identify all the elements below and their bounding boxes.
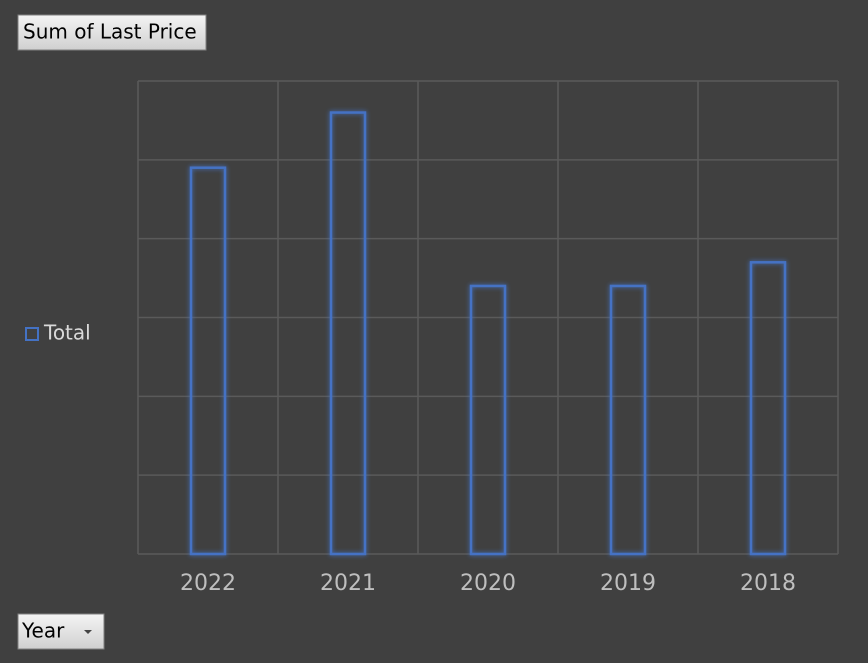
x-tick-label: 2019 [600, 571, 656, 596]
dropdown-arrow[interactable] [84, 630, 92, 634]
bar [329, 111, 367, 556]
x-tick-label: 2022 [180, 571, 236, 596]
x-tick-label: 2020 [460, 571, 516, 596]
bar [469, 284, 507, 556]
bar [609, 284, 647, 556]
bar [189, 166, 227, 556]
button-label[interactable]: Year [21, 619, 65, 643]
button-face[interactable] [17, 14, 207, 51]
legend-marker [25, 327, 39, 341]
x-tick-label: 2018 [740, 571, 796, 596]
button-label[interactable]: Sum of Last Price [23, 20, 197, 44]
x-tick-label: 2021 [320, 571, 376, 596]
axis-field-button[interactable]: Year [17, 613, 105, 650]
legend-label: Total [43, 321, 91, 345]
bar [749, 261, 787, 556]
value-field-button[interactable]: Sum of Last Price [17, 14, 207, 51]
plot-area: 2022 2021 2020 2019 2018 Total [25, 80, 839, 596]
